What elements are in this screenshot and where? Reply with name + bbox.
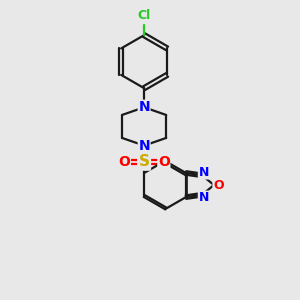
Text: O: O [158, 155, 170, 169]
Text: O: O [213, 178, 224, 191]
Text: S: S [139, 154, 150, 169]
Text: Cl: Cl [137, 9, 151, 22]
Text: N: N [198, 166, 209, 179]
Text: N: N [138, 139, 150, 153]
Text: N: N [138, 100, 150, 114]
Text: N: N [198, 191, 209, 204]
Text: O: O [118, 155, 130, 169]
